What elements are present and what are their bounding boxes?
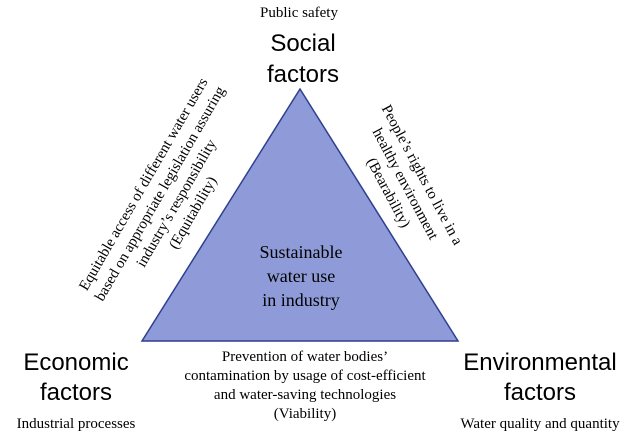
left-vertex-line-1: Economic: [23, 349, 128, 376]
bottom-edge-line-2: contamination by usage of cost-efficient: [184, 368, 426, 384]
triangle-shape: [140, 87, 460, 342]
center-line-1: Sustainable: [260, 242, 343, 262]
top-vertex-line-1: Social: [270, 30, 335, 57]
bottom-edge-line-1: Prevention of water bodies’: [222, 349, 388, 365]
right-vertex-line-2: factors: [504, 379, 576, 406]
left-vertex-line-2: factors: [40, 379, 112, 406]
right-vertex-line-1: Environmental: [463, 349, 616, 376]
right-note: Water quality and quantity: [460, 416, 620, 432]
top-note: Public safety: [260, 5, 338, 21]
left-note: Industrial processes: [17, 416, 136, 432]
bottom-edge-line-3: and water-saving technologies: [214, 387, 396, 403]
top-vertex-line-2: factors: [267, 61, 339, 88]
center-line-2: water use: [267, 266, 335, 286]
bottom-edge-line-4: (Viability): [274, 406, 336, 422]
center-line-3: in industry: [262, 290, 340, 310]
